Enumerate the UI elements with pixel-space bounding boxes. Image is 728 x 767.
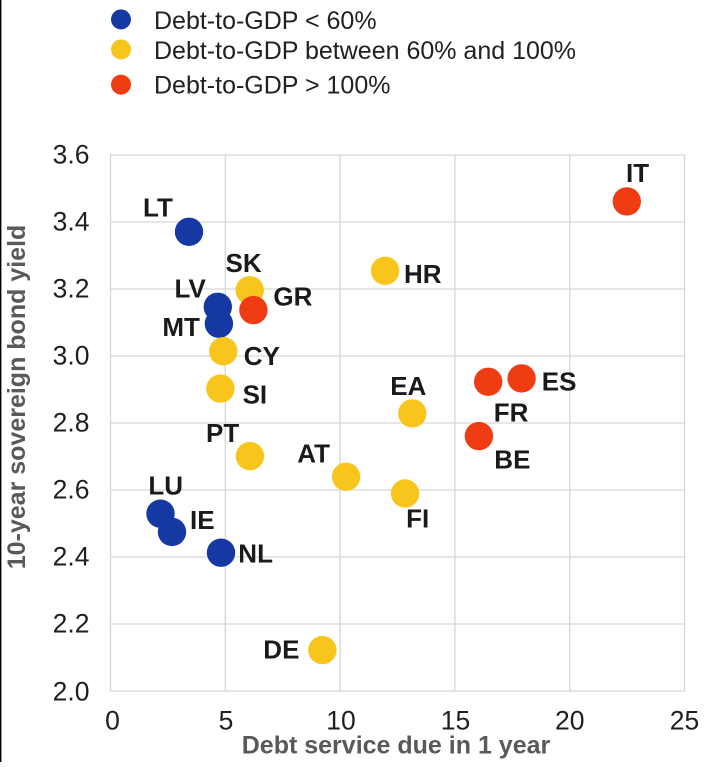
svg-text:3.0: 3.0 bbox=[53, 341, 90, 371]
svg-text:LU: LU bbox=[148, 471, 183, 501]
svg-text:MT: MT bbox=[162, 312, 200, 342]
svg-text:Debt-to-GDP between 60% and 10: Debt-to-GDP between 60% and 100% bbox=[154, 37, 576, 65]
svg-text:EA: EA bbox=[390, 371, 426, 401]
svg-text:CY: CY bbox=[244, 341, 280, 371]
svg-text:AT: AT bbox=[297, 439, 330, 469]
svg-text:IT: IT bbox=[626, 158, 649, 188]
svg-text:3.4: 3.4 bbox=[53, 207, 90, 237]
svg-text:10: 10 bbox=[326, 706, 355, 736]
svg-text:20: 20 bbox=[555, 706, 584, 736]
svg-text:GR: GR bbox=[273, 282, 312, 312]
svg-text:3.2: 3.2 bbox=[53, 274, 90, 304]
svg-text:NL: NL bbox=[238, 539, 273, 569]
svg-text:2.6: 2.6 bbox=[53, 475, 90, 505]
svg-text:Debt-to-GDP < 60%: Debt-to-GDP < 60% bbox=[154, 7, 377, 35]
svg-text:DE: DE bbox=[263, 635, 299, 665]
svg-text:LV: LV bbox=[175, 274, 207, 304]
svg-text:0: 0 bbox=[105, 706, 120, 736]
svg-text:LT: LT bbox=[143, 193, 173, 223]
svg-text:2.0: 2.0 bbox=[53, 677, 90, 707]
svg-text:ES: ES bbox=[542, 367, 577, 397]
svg-text:3.6: 3.6 bbox=[53, 140, 90, 170]
svg-text:Debt service due in 1 year: Debt service due in 1 year bbox=[242, 732, 551, 760]
svg-text:5: 5 bbox=[219, 706, 234, 736]
svg-text:IE: IE bbox=[190, 505, 215, 535]
svg-text:SI: SI bbox=[243, 380, 268, 410]
svg-text:FR: FR bbox=[494, 398, 529, 428]
svg-text:15: 15 bbox=[441, 706, 470, 736]
svg-text:2.8: 2.8 bbox=[53, 408, 90, 438]
svg-text:BE: BE bbox=[494, 445, 530, 475]
svg-text:25: 25 bbox=[670, 706, 699, 736]
svg-text:PT: PT bbox=[206, 418, 239, 448]
svg-text:2.4: 2.4 bbox=[53, 542, 90, 572]
svg-text:SK: SK bbox=[226, 248, 262, 278]
svg-text:2.2: 2.2 bbox=[53, 609, 90, 639]
svg-text:HR: HR bbox=[404, 259, 442, 289]
svg-text:FI: FI bbox=[406, 504, 429, 534]
svg-text:10-year sovereign bond yield: 10-year sovereign bond yield bbox=[3, 225, 31, 570]
svg-text:Debt-to-GDP > 100%: Debt-to-GDP > 100% bbox=[154, 72, 390, 100]
